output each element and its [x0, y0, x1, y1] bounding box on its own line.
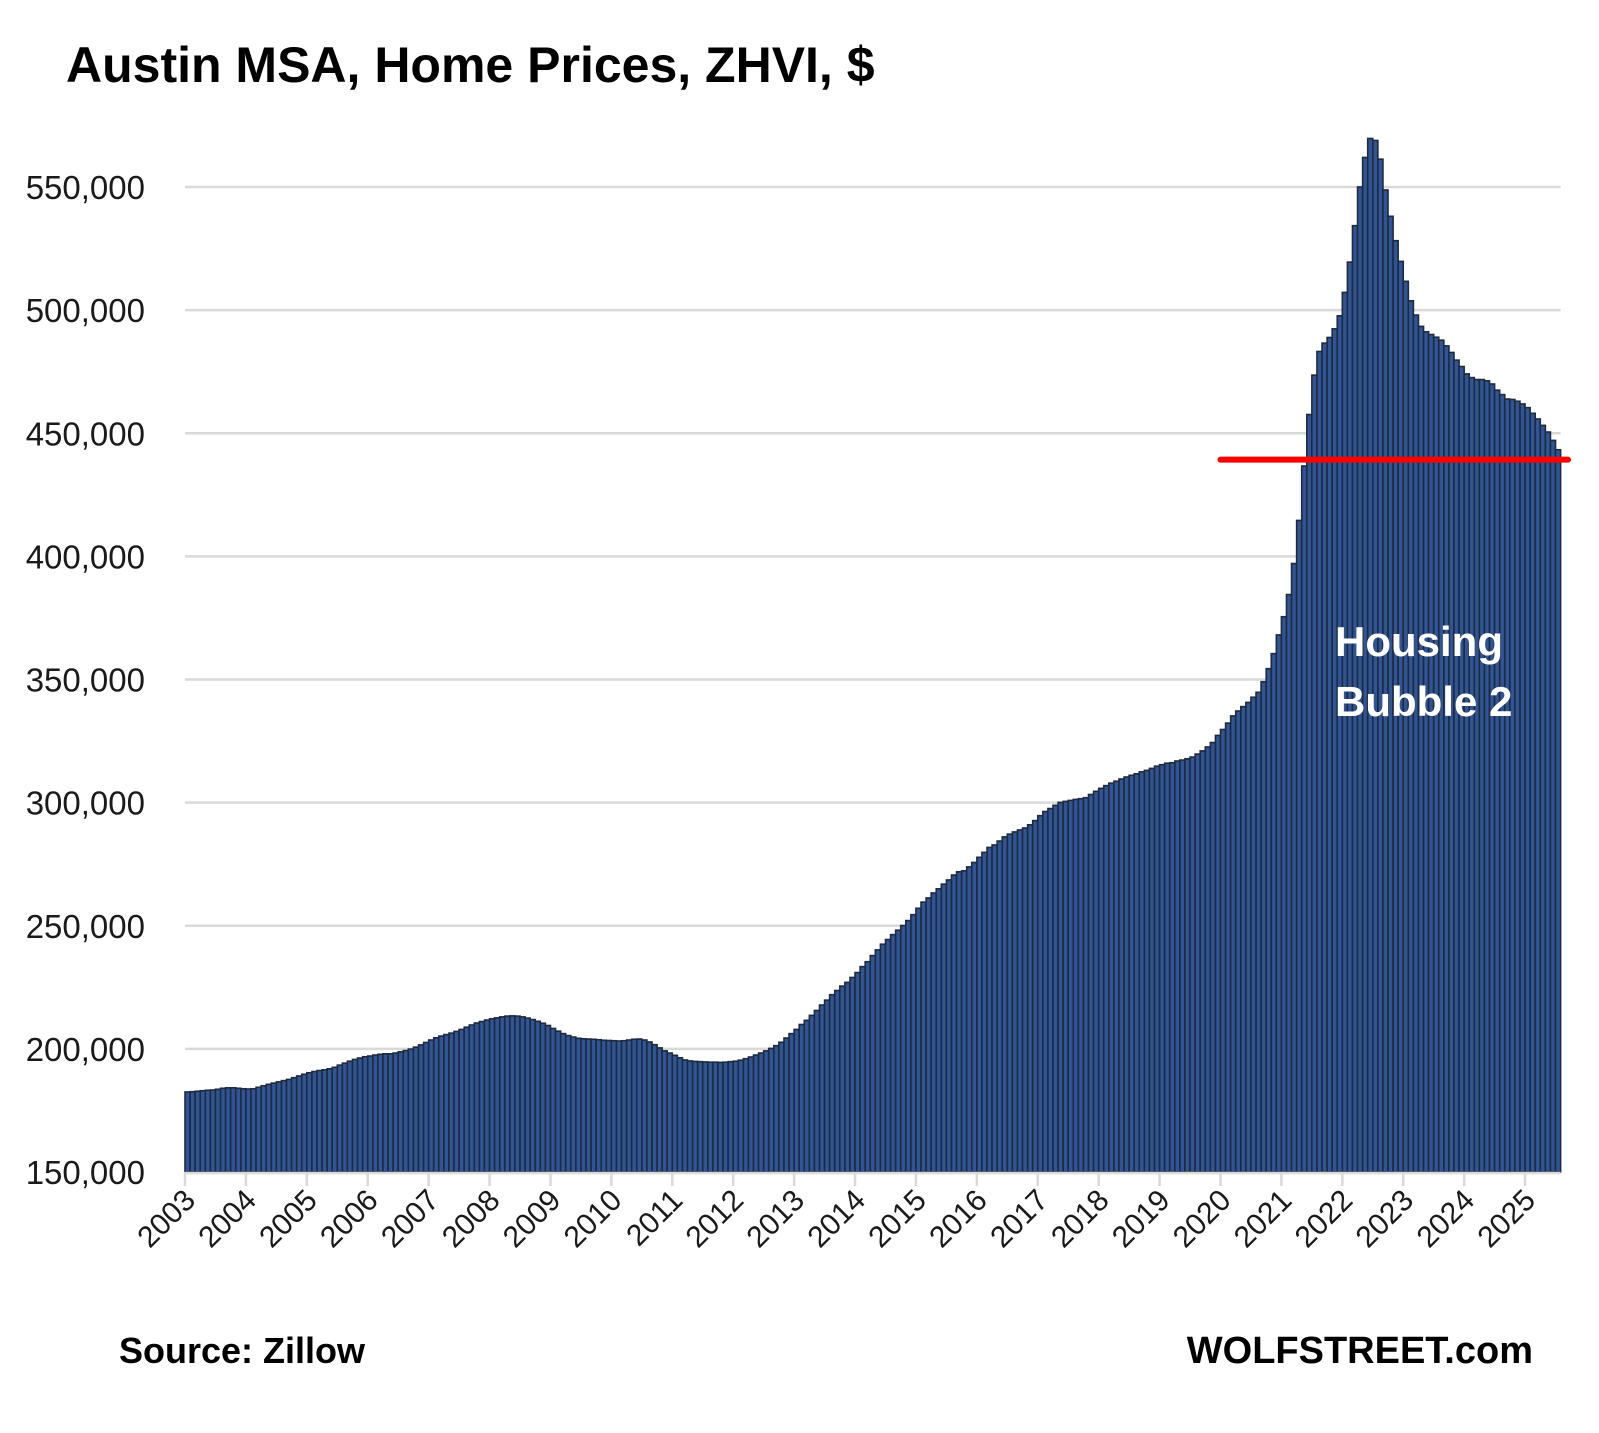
x-tick-label: 2009 — [497, 1184, 568, 1255]
gridlines — [185, 185, 1561, 1051]
y-axis-labels: 150,000 200,000 250,000 300,000 350,000 400,0… — [26, 169, 145, 1191]
x-axis-labels: 2003200420052006200720082009201020112012… — [131, 1184, 1542, 1255]
x-tick-label: 2017 — [984, 1184, 1055, 1255]
x-tick-label: 2003 — [131, 1184, 202, 1255]
x-tick-label: 2005 — [253, 1184, 324, 1255]
y-tick-label: 300,000 — [26, 785, 145, 822]
brand-label: WOLFSTREET.com — [1186, 1330, 1533, 1372]
annotation-housing-bubble: Housing Bubble 2 — [1335, 612, 1512, 732]
x-tick-label: 2021 — [1228, 1184, 1299, 1255]
y-tick-label: 200,000 — [26, 1031, 145, 1068]
x-tick-label: 2023 — [1350, 1184, 1421, 1255]
x-tick-label: 2004 — [192, 1184, 263, 1255]
x-tick-label: 2013 — [741, 1184, 812, 1255]
y-tick-label: 350,000 — [26, 662, 145, 699]
x-tick-label: 2010 — [558, 1184, 629, 1255]
y-tick-label: 400,000 — [26, 538, 145, 575]
y-tick-label: 150,000 — [26, 1154, 145, 1191]
x-tick-label: 2012 — [680, 1184, 751, 1255]
y-tick-label: 250,000 — [26, 908, 145, 945]
x-tick-label: 2006 — [314, 1184, 385, 1255]
source-label: Source: Zillow — [119, 1330, 366, 1371]
x-axis — [183, 1171, 1561, 1186]
annotation-line-1: Housing — [1335, 618, 1503, 665]
y-tick-label: 500,000 — [26, 292, 145, 329]
annotation-line-2: Bubble 2 — [1335, 678, 1513, 725]
x-tick-label: 2011 — [620, 1184, 689, 1253]
x-tick-label: 2025 — [1471, 1184, 1542, 1255]
x-tick-label: 2020 — [1167, 1184, 1238, 1255]
x-tick-label: 2015 — [862, 1184, 933, 1255]
chart-title: Austin MSA, Home Prices, ZHVI, $ — [66, 37, 875, 93]
x-tick-label: 2007 — [375, 1184, 446, 1255]
x-tick-label: 2022 — [1289, 1184, 1360, 1255]
x-tick-label: 2014 — [801, 1184, 872, 1255]
bar — [1554, 448, 1562, 1173]
x-tick-label: 2008 — [436, 1184, 507, 1255]
y-tick-label: 550,000 — [26, 169, 145, 206]
x-tick-label: 2019 — [1106, 1184, 1177, 1255]
x-tick-label: 2024 — [1411, 1184, 1482, 1255]
x-tick-label: 2016 — [923, 1184, 994, 1255]
x-tick-label: 2018 — [1045, 1184, 1116, 1255]
y-tick-label: 450,000 — [26, 415, 145, 452]
